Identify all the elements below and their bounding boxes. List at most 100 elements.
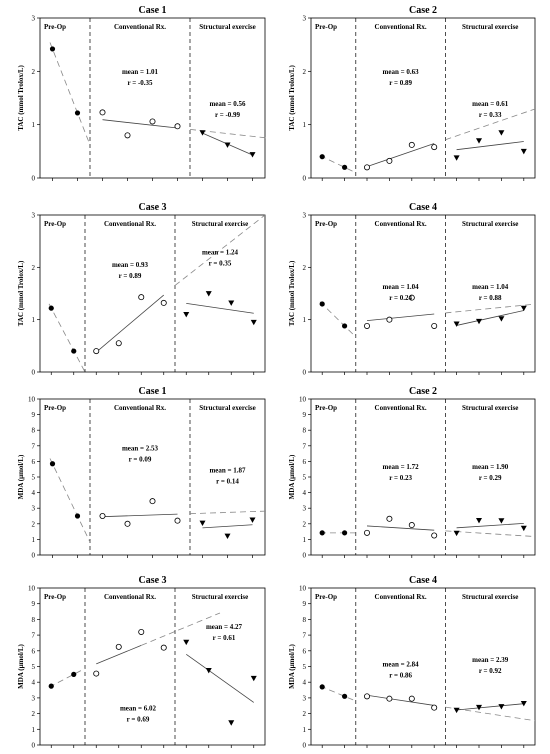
y-tick-label: 0 [32,552,36,560]
r-annotation: r = 0.61 [213,634,236,642]
data-point-open-circle [386,316,393,323]
chart-panel-2: Case 2 0 1 2 3 TAC (mmol Trolox/L) Pre-Op Conve… [288,5,536,183]
chart-title: Case 1 [138,386,166,397]
y-tick-label: 10 [28,585,36,593]
y-tick-label: 2 [32,520,36,528]
data-point-triangle-down [520,305,527,312]
phase-label: Conventional Rx. [104,220,156,228]
y-tick-label: 2 [303,520,307,528]
mean-annotation: mean = 1.87 [209,466,246,474]
y-tick-label: 5 [303,474,307,482]
data-point-filled-circle [48,305,54,311]
regression-line [366,313,435,322]
y-tick-label: 8 [32,616,36,624]
phase-label: Structural exercise [462,404,518,412]
data-point-open-circle [160,299,167,306]
y-tick-label: 1 [32,726,36,734]
r-annotation: r = 0.35 [209,259,232,267]
y-tick-label: 0 [303,742,307,750]
r-annotation: r = 0.29 [479,474,502,482]
y-tick-label: 1 [303,316,307,324]
data-point-triangle-down [205,668,212,674]
y-tick-label: 10 [299,585,307,593]
data-point-filled-circle [74,513,81,519]
plot-frame [310,17,536,179]
y-tick-label: 3 [303,15,307,23]
r-annotation: r = 0.24 [389,294,412,302]
y-tick-label: 0 [303,369,307,377]
mean-annotation: mean = 2.84 [383,661,420,669]
y-tick-label: 2 [303,68,307,76]
y-tick-label: 1 [303,536,307,544]
y-tick-label: 0 [32,369,36,377]
data-point-filled-circle [319,301,325,307]
mean-annotation: mean = 6.02 [120,704,157,712]
mean-annotation: mean = 0.56 [209,100,246,108]
data-point-filled-circle [342,530,348,536]
regression-line [319,685,356,702]
phase-label: Pre-Op [44,404,66,412]
y-tick-label: 0 [303,175,307,183]
mean-annotation: mean = 4.27 [206,623,243,631]
regression-line [319,301,357,338]
phase-label: Conventional Rx. [375,593,427,601]
y-tick-label: 3 [32,212,36,220]
y-tick-label: 3 [32,694,36,702]
data-point-triangle-down [224,142,231,148]
data-point-filled-circle [319,154,325,160]
data-point-open-circle [115,340,122,347]
y-tick-label: 3 [303,212,307,220]
phase-label: Pre-Op [44,593,66,601]
data-point-triangle-down [498,130,505,136]
y-tick-label: 3 [32,505,36,513]
y-tick-label: 7 [32,442,36,450]
data-point-open-circle [174,517,181,524]
y-tick-label: 3 [303,505,307,513]
data-point-open-circle [408,294,415,301]
phase-label: Pre-Op [44,220,66,228]
data-point-open-circle [160,644,167,651]
chart-title: Case 4 [409,575,437,586]
data-point-triangle-down [453,155,460,161]
phase-label: Structural exercise [462,23,518,31]
data-point-open-circle [363,529,370,536]
r-annotation: r = 0.09 [129,455,152,463]
r-annotation: r = 0.69 [127,715,150,723]
y-tick-label: 7 [303,442,307,450]
phase-label: Pre-Op [315,23,337,31]
data-point-open-circle [149,498,156,505]
data-point-open-circle [363,693,370,700]
y-tick-label: 6 [32,647,36,655]
data-point-open-circle [124,132,131,139]
y-tick-label: 2 [303,264,307,272]
y-tick-label: 2 [32,710,36,718]
phase-label: Conventional Rx. [114,404,166,412]
data-point-filled-circle [49,461,56,467]
data-point-open-circle [93,348,100,355]
mean-annotation: mean = 0.63 [383,68,420,76]
y-tick-label: 7 [303,632,307,640]
phase-label: Structural exercise [462,220,518,228]
data-point-open-circle [386,695,393,702]
plot-frame [39,214,266,373]
y-tick-label: 10 [28,396,36,404]
r-annotation: r = 0.88 [479,294,502,302]
mean-annotation: mean = 1.04 [383,283,420,291]
regression-line [366,143,435,167]
y-tick-label: 8 [32,427,36,435]
data-point-triangle-down [498,316,505,322]
data-point-open-circle [431,322,438,329]
data-point-triangle-down [205,291,212,297]
data-point-triangle-down [199,130,206,136]
data-point-triangle-down [476,318,482,325]
y-tick-label: 4 [303,679,307,687]
r-annotation: r = 0.89 [119,272,142,280]
data-point-triangle-down [520,525,527,532]
y-tick-label: 2 [32,264,36,272]
data-point-open-circle [174,123,181,130]
chart-title: Case 3 [138,575,166,586]
data-point-filled-circle [342,693,348,699]
regression-line [366,694,435,706]
data-point-open-circle [363,322,370,329]
